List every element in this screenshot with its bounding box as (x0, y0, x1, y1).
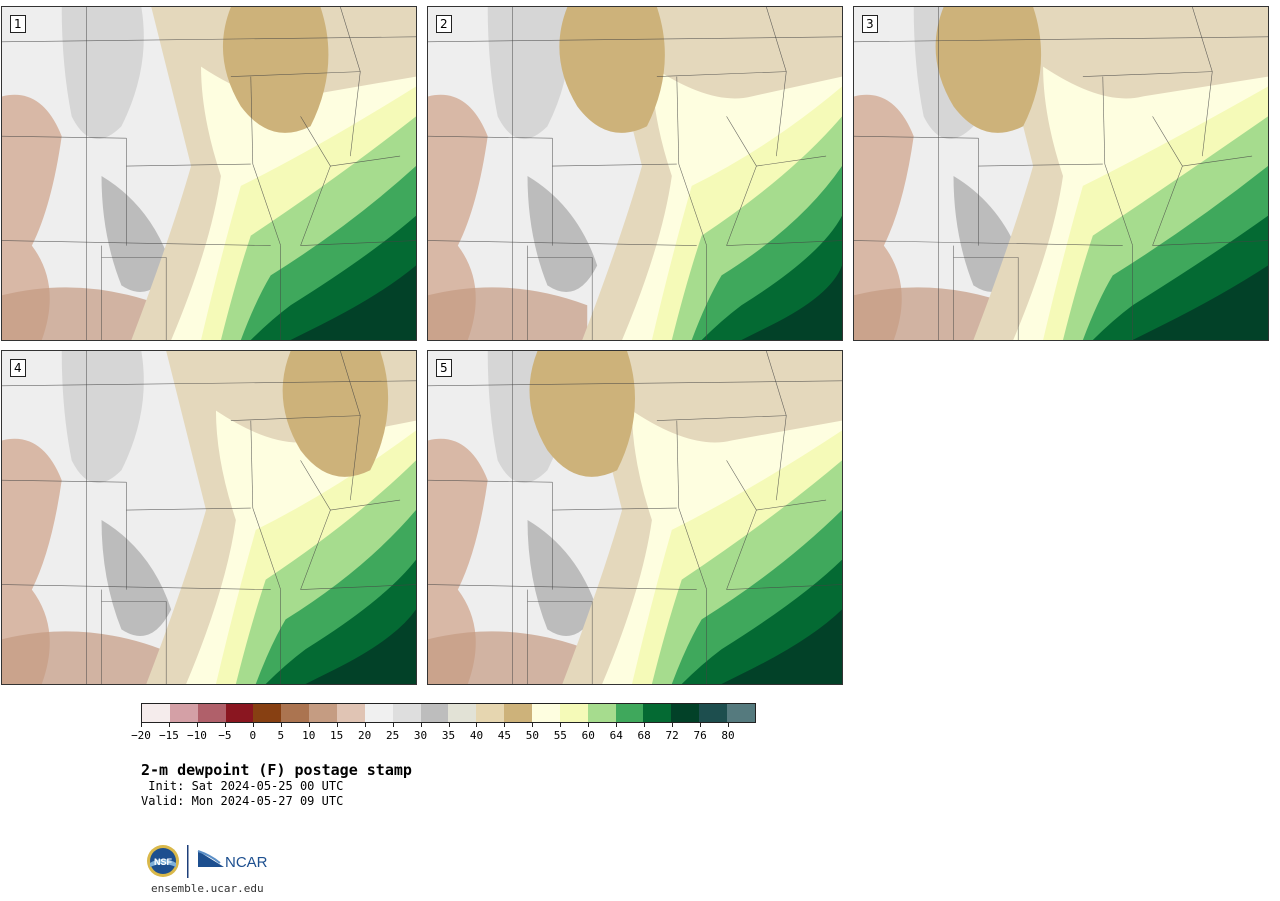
member-label-3: 3 (862, 15, 878, 33)
colorbar-tick-label: 50 (525, 729, 539, 742)
colorbar-swatch-3 (225, 704, 254, 722)
colorbar-swatch-2 (197, 704, 226, 722)
postage-stamp-map-5: 5 (427, 350, 843, 685)
colorbar-tick (532, 723, 534, 727)
valid-time: Valid: Mon 2024-05-27 09 UTC (141, 794, 344, 808)
dewpoint-map-1 (2, 7, 416, 340)
colorbar-swatch-17 (615, 704, 644, 722)
init-time: Init: Sat 2024-05-25 00 UTC (141, 779, 344, 793)
colorbar-swatch-20 (699, 704, 728, 722)
member-label-5: 5 (436, 359, 452, 377)
ncar-logo-text: NCAR (225, 854, 268, 871)
colorbar-swatch-21 (727, 704, 755, 722)
colorbar-tick-label: 60 (581, 729, 595, 742)
colorbar-tick (588, 723, 590, 727)
colorbar-swatch-6 (309, 704, 338, 722)
colorbar-swatch-9 (392, 704, 421, 722)
colorbar-ticks: −20 −15 −10 −5 0 5 10 15 20 25 30 35 40 45 50 55 60 64 68 7… (131, 723, 756, 743)
dewpoint-map-4 (2, 351, 416, 684)
colorbar-swatch-8 (364, 704, 393, 722)
colorbar-tick-label: 40 (469, 729, 484, 742)
colorbar-tick-label: 15 (330, 729, 344, 742)
postage-stamp-map-3: 3 (853, 6, 1269, 341)
colorbar-tick (252, 723, 254, 727)
postage-stamp-map-2: 2 (427, 6, 843, 341)
colorbar-swatch-15 (559, 704, 588, 722)
colorbar-tick-label: −10 (186, 729, 207, 742)
colorbar-tick (672, 723, 674, 727)
colorbar-swatch-16 (587, 704, 616, 722)
colorbar-tick (308, 723, 310, 727)
postage-stamp-map-1: 1 (1, 6, 417, 341)
colorbar-swatch-11 (448, 704, 477, 722)
colorbar-tick-label: 35 (441, 729, 456, 742)
colorbar-tick-label: 25 (385, 729, 400, 742)
colorbar-tick (476, 723, 478, 727)
colorbar-tick (448, 723, 450, 727)
colorbar-tick-label: 80 (721, 729, 735, 742)
colorbar-tick-label: 68 (637, 729, 651, 742)
colorbar-tick (560, 723, 562, 727)
colorbar-tick-label: 5 (277, 729, 285, 742)
dewpoint-map-5 (428, 351, 842, 684)
colorbar-tick-label: 30 (413, 729, 428, 742)
colorbar-swatch-12 (476, 704, 505, 722)
colorbar-tick-label: −20 (131, 729, 151, 742)
colorbar-tick (141, 723, 142, 727)
colorbar-tick (336, 723, 338, 727)
colorbar-tick-label: 45 (497, 729, 512, 742)
colorbar-tick (644, 723, 646, 727)
colorbar-swatch-14 (532, 704, 560, 722)
colorbar-tick (168, 723, 170, 727)
colorbar-tick-label: 55 (553, 729, 567, 742)
nsf-logo-text: NSF (154, 857, 173, 867)
colorbar-swatch-1 (169, 704, 198, 722)
colorbar-tick (728, 723, 730, 727)
ncar-logo: NCAR (197, 850, 268, 871)
colorbar-tick (392, 723, 394, 727)
member-label-2: 2 (436, 15, 452, 33)
colorbar-tick (196, 723, 198, 727)
colorbar-swatch-4 (253, 704, 282, 722)
colorbar-tick (280, 723, 282, 727)
member-label-4: 4 (10, 359, 26, 377)
figure-title: 2-m dewpoint (F) postage stamp (141, 761, 412, 779)
nsf-ncar-logos: NSF NCAR (144, 843, 274, 881)
colorbar-swatch-18 (643, 704, 672, 722)
colorbar-tick (504, 723, 506, 727)
colorbar-tick-label: 10 (302, 729, 316, 742)
dewpoint-map-3 (854, 7, 1268, 340)
colorbar-tick-label: 20 (358, 729, 372, 742)
member-label-1: 1 (10, 15, 26, 33)
colorbar-tick-label: 72 (665, 729, 679, 742)
colorbar-tick-label: 76 (693, 729, 707, 742)
colorbar-tick (420, 723, 422, 727)
colorbar-tick (224, 723, 226, 727)
colorbar-tick (700, 723, 702, 727)
colorbar-tick (616, 723, 618, 727)
colorbar-tick-label: 64 (609, 729, 623, 742)
postage-stamp-map-4: 4 (1, 350, 417, 685)
dewpoint-colorbar (141, 703, 756, 723)
dewpoint-map-2 (428, 7, 842, 340)
colorbar-swatch-13 (504, 704, 533, 722)
colorbar-swatch-0 (142, 704, 170, 722)
colorbar-tick-label: 0 (249, 729, 257, 742)
colorbar-swatch-19 (671, 704, 700, 722)
nsf-logo: NSF (147, 845, 179, 877)
colorbar-tick (364, 723, 366, 727)
colorbar-swatch-5 (281, 704, 310, 722)
ensemble-url: ensemble.ucar.edu (151, 882, 264, 895)
colorbar-tick-label: −5 (218, 729, 232, 742)
colorbar-tick-label: −15 (159, 729, 179, 742)
colorbar-swatch-10 (420, 704, 449, 722)
colorbar-swatch-7 (337, 704, 365, 722)
